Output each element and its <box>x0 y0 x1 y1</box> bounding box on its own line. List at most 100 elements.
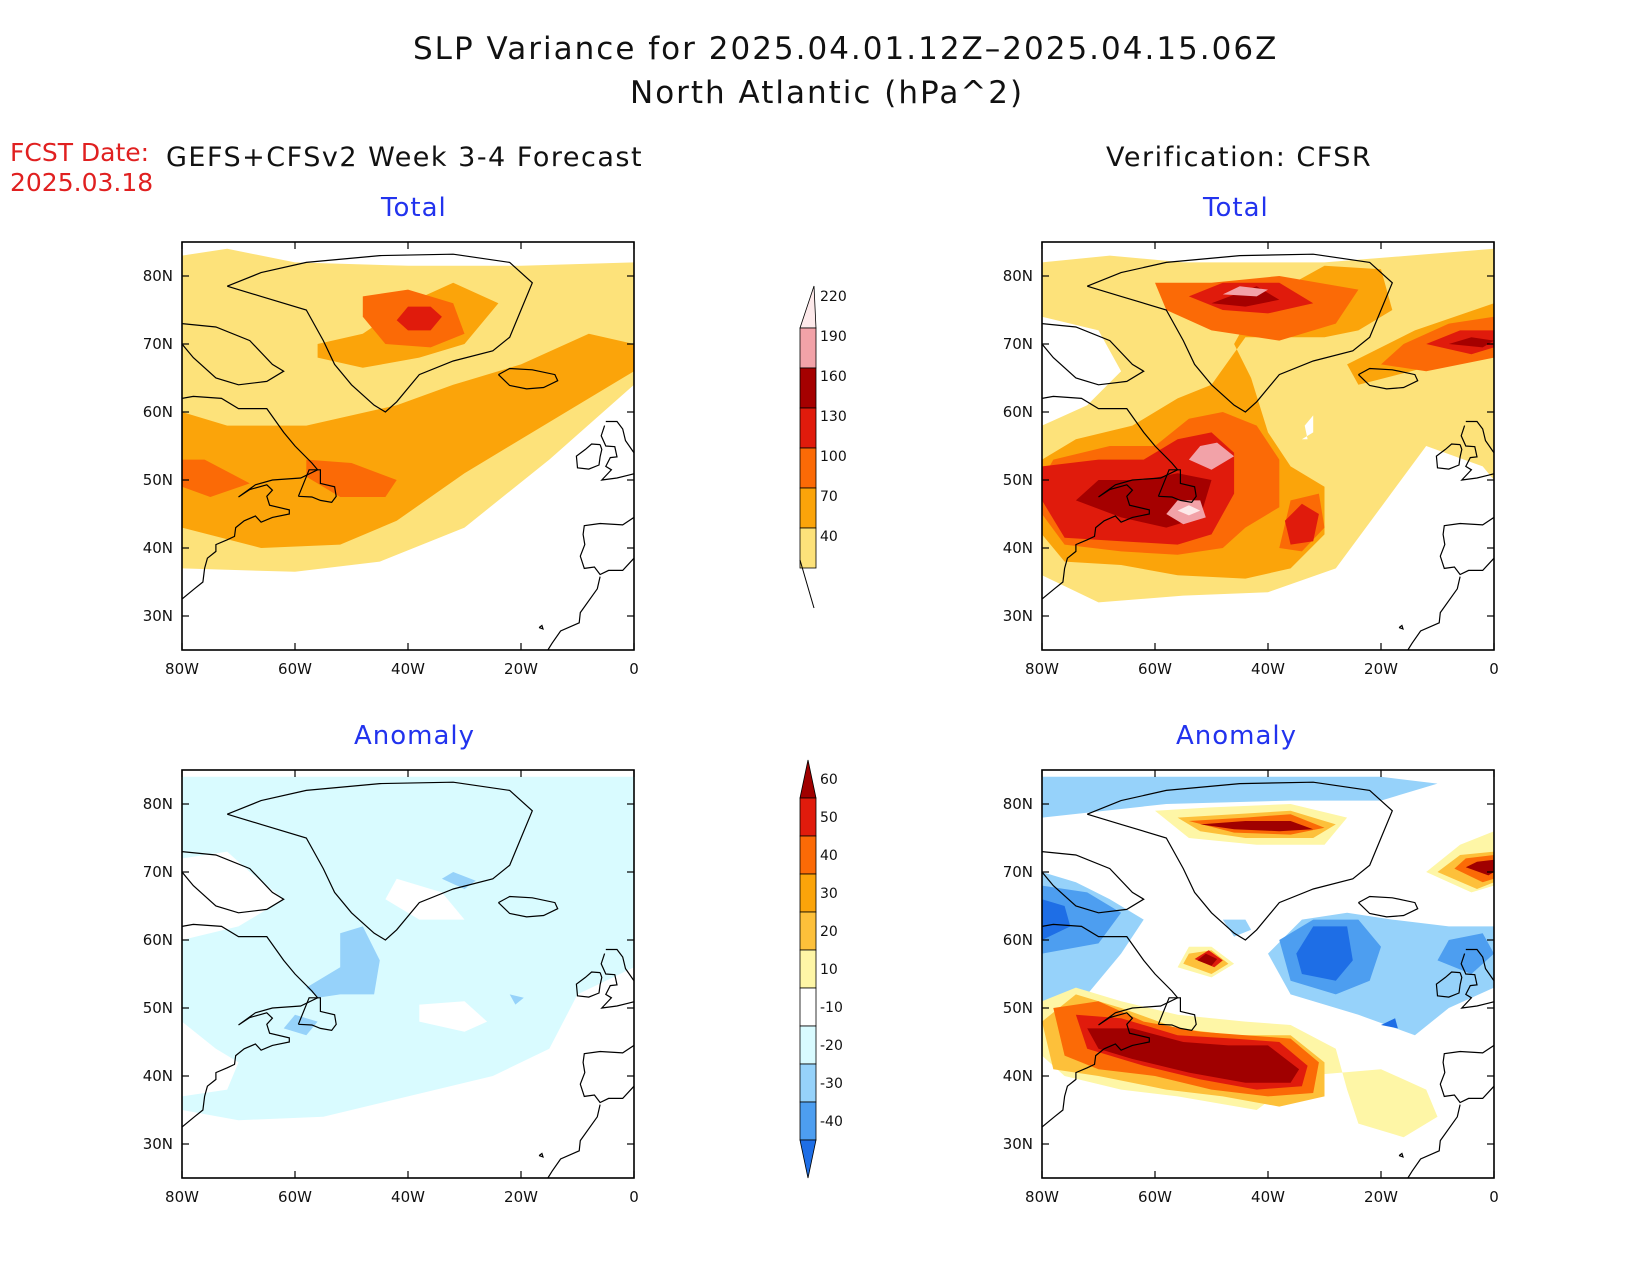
lat-label: 70N <box>143 335 173 353</box>
field-region <box>1222 286 1268 297</box>
coastline-greenland <box>1086 781 1394 941</box>
fcst-anomaly-label: Anomaly <box>354 721 476 751</box>
colorbar-swatch <box>799 527 817 569</box>
coastline-africa <box>547 1104 601 1178</box>
colorbar-swatch <box>799 1139 817 1179</box>
lat-label: 70N <box>143 863 173 881</box>
field-region <box>1042 899 1071 940</box>
field-region <box>1448 337 1494 348</box>
lat-label: 70N <box>1003 335 1033 353</box>
coastline-newfoundland <box>297 469 337 504</box>
fcst-date-value: 2025.03.18 <box>10 168 154 197</box>
colorbar-swatch <box>799 1101 817 1141</box>
colorbar-tail <box>799 559 815 609</box>
lat-label: 50N <box>1003 999 1033 1017</box>
colorbar-swatch <box>799 911 817 951</box>
colorbar-label: 100 <box>820 449 847 465</box>
field-region <box>306 926 380 998</box>
lon-label: 0 <box>1489 1188 1499 1206</box>
title-line-2: North Atlantic (hPa^2) <box>630 75 1025 111</box>
coastline-iceland <box>1357 367 1419 390</box>
colorbar-label: 20 <box>820 924 838 940</box>
lon-label: 60W <box>278 1188 312 1206</box>
lat-label: 50N <box>1003 471 1033 489</box>
lon-label: 80W <box>165 660 199 678</box>
colorbar-label: 40 <box>820 848 838 864</box>
lat-label: 40N <box>1003 539 1033 557</box>
coastline-labrador <box>182 923 319 1128</box>
lon-label: 20W <box>504 1188 538 1206</box>
lat-label: 40N <box>143 539 173 557</box>
lon-label: 0 <box>629 1188 639 1206</box>
field-region <box>1284 503 1319 545</box>
colorbar-swatch <box>799 873 817 913</box>
shaded-field <box>1042 770 1494 1178</box>
map-verification-total: 80N 70N 60N 50N 40N 30N 80W 60W 40W 20W 0 <box>1003 241 1499 678</box>
coastline-ireland <box>575 443 603 470</box>
colorbar-label: -20 <box>820 1038 843 1054</box>
coastline-iceland <box>497 367 559 390</box>
coastline-greenland <box>226 781 534 941</box>
coastline-scotland <box>600 420 634 481</box>
colorbar-label: -30 <box>820 1076 843 1092</box>
field-region <box>1177 505 1201 516</box>
coastline-baffin <box>182 323 285 386</box>
colorbar-swatch <box>799 367 817 409</box>
lat-label: 40N <box>1003 1067 1033 1085</box>
coastline-africa <box>1407 576 1461 650</box>
coastline-ireland <box>575 971 603 998</box>
coastline-labrador <box>1042 923 1179 1128</box>
lat-label: 80N <box>143 795 173 813</box>
colorbar-swatch <box>799 1063 817 1103</box>
coastline-iceland <box>1357 895 1419 918</box>
title-line-1: SLP Variance for 2025.04.01.12Z–2025.04.… <box>413 31 1279 67</box>
coastline-labrador <box>182 395 319 600</box>
coastline-iberia <box>1439 1044 1494 1104</box>
field-region <box>509 994 524 1005</box>
colorbar-swatch <box>799 407 817 449</box>
coastline-newfoundland <box>1157 997 1197 1032</box>
colorbar-label: 60 <box>820 772 838 788</box>
lon-label: 20W <box>1364 1188 1398 1206</box>
verif-total-label: Total <box>1203 193 1269 223</box>
colorbar-swatch <box>799 447 817 489</box>
lon-label: 20W <box>1364 660 1398 678</box>
colorbar-swatch <box>799 487 817 529</box>
lon-label: 40W <box>391 660 425 678</box>
coastline-iberia <box>1439 516 1494 576</box>
lon-label: 0 <box>629 660 639 678</box>
lat-label: 30N <box>143 1135 173 1153</box>
lon-label: 40W <box>391 1188 425 1206</box>
lat-label: 60N <box>1003 403 1033 421</box>
coastline-africa <box>1407 1104 1461 1178</box>
colorbar-swatch <box>799 987 817 1027</box>
field-region <box>1296 926 1353 981</box>
lat-label: 30N <box>1003 1135 1033 1153</box>
map-forecast-anomaly: 80N 70N 60N 50N 40N 30N 80W 60W 40W 20W 0 <box>143 769 639 1206</box>
coastline-greenland <box>1086 253 1394 413</box>
colorbar-swatch <box>799 797 817 837</box>
colorbar-anomaly: 60 50 40 30 20 10 -10 -20 -30 -40 <box>799 759 843 1179</box>
lon-label: 60W <box>1138 660 1172 678</box>
field-region <box>1301 415 1314 440</box>
verification-header: Verification: CFSR <box>1106 142 1373 173</box>
colorbar-swatch <box>799 285 817 329</box>
coastline-scotland <box>1460 948 1494 1009</box>
coastline-scotland <box>600 948 634 1009</box>
lat-label: 50N <box>143 999 173 1017</box>
coastline-greenland <box>226 253 534 413</box>
colorbar-swatch <box>799 835 817 875</box>
coastline-baffin <box>1042 323 1145 386</box>
forecast-header: GEFS+CFSv2 Week 3-4 Forecast <box>166 142 644 173</box>
colorbar-label: 30 <box>820 886 838 902</box>
fcst-total-label: Total <box>381 193 447 223</box>
lat-label: 60N <box>143 403 173 421</box>
coastline-newfoundland <box>297 997 337 1032</box>
colorbar-swatch <box>799 759 817 799</box>
coastline-labrador <box>1042 395 1179 600</box>
field-region <box>1087 1028 1300 1083</box>
lat-label: 80N <box>143 267 173 285</box>
coastline-baffin <box>1042 851 1145 914</box>
lon-label: 60W <box>1138 1188 1172 1206</box>
lat-label: 60N <box>1003 931 1033 949</box>
